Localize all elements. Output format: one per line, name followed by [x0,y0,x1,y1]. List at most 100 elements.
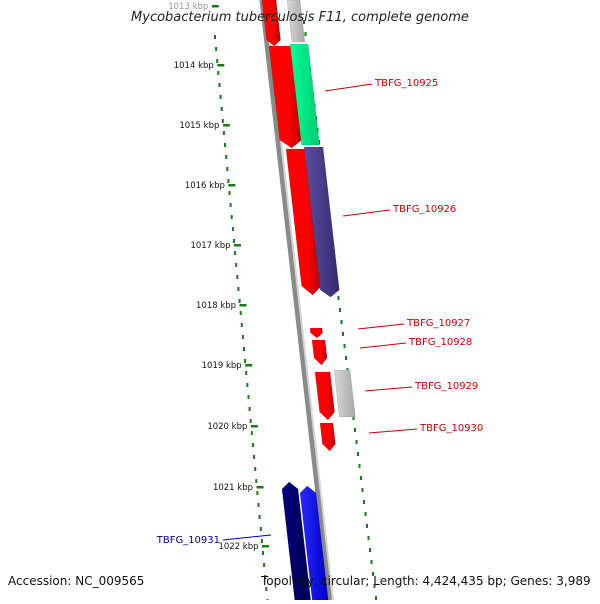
ruler-tick [228,184,236,187]
ruler-dot [247,395,250,399]
ruler-dot [250,431,253,435]
outer-ring-dot [342,332,344,336]
ruler-dot [217,71,220,75]
ruler-dot [230,215,233,219]
ruler-dot [222,131,225,135]
map-title: Mycobacterium tuberculosis F11, complete… [131,10,469,25]
ruler-tick-label: 1021 kbp [213,483,253,493]
outer-ring-dot [366,524,368,528]
gene-arrow-red [309,327,323,339]
ruler-dot [227,179,230,183]
outer-ring-dot [367,536,370,540]
outer-ring-dot [373,584,376,588]
outer-ring-dot [345,356,347,360]
gene-label-leader [368,428,418,434]
ruler-dot [264,575,267,579]
ruler-dot [239,311,242,315]
outer-ring-dot [354,428,356,432]
gene-label: TBFG_10926 [392,204,456,215]
accession-text: Accession: NC_009565 [8,574,145,588]
ruler-dot [220,107,223,111]
ruler-tick [245,364,253,367]
ruler-dot [236,275,239,279]
ruler-tick-label: 1013 kbp [168,2,208,12]
ruler-dot [265,587,268,591]
outer-ring-dot [372,572,374,576]
gene-label-leader [342,209,391,217]
ruler-tick [234,244,241,247]
ruler-tick-label: 1015 kbp [179,121,219,131]
ruler-tick-label: 1020 kbp [207,422,247,432]
outer-ring-dot [363,500,365,504]
ruler-tick-label: 1017 kbp [190,241,230,251]
outer-ring-dot [370,560,373,564]
gene-labels: TBFG_10925 TBFG_10926 TBFG_10927 TBFG_10928… [156,78,484,546]
ruler-dot [243,347,245,351]
gene-arrow-red [311,339,328,366]
outer-ring-dot [339,308,341,312]
ruler-dot [219,95,222,99]
ruler-dot [260,539,263,543]
ruler-dot [259,527,262,531]
gene-label: TBFG_10927 [406,318,470,329]
gene-arrow-purple [303,146,340,298]
ruler-tick-label: 1019 kbp [202,361,242,371]
ruler-dot [251,443,254,447]
ruler-tick-label: 1016 kbp [185,181,225,191]
ruler-dot [248,407,251,411]
ruler-dot [214,35,216,39]
ruler-dot [258,515,261,519]
ruler-dot [228,191,231,195]
outer-ring-dot [369,548,371,552]
ruler-dot [257,503,260,507]
gene-label: TBFG_10930 [419,423,483,434]
topology-text: Topology: circular; Length: 4,424,435 bp… [261,574,591,588]
ruler-dot [215,47,218,51]
gene-label-leader [357,323,405,330]
outer-ring-dot [340,320,343,324]
ruler-dot [255,479,258,483]
ruler-dot [235,263,238,267]
outer-ring-dot [304,32,307,36]
gene-block-gray [333,369,356,418]
ruler-tick-label: 1022 kbp [218,542,258,552]
ruler-tick [262,545,269,548]
ruler-dot [237,287,240,291]
ruler-dot [234,251,237,255]
ruler-tick [239,304,247,307]
ruler-dot [231,227,234,231]
ruler-dot [256,491,259,495]
ruler-dot [244,359,247,363]
outer-ring-dot [355,440,358,444]
gene-block-green [289,43,320,146]
ruler-dot [221,119,224,123]
ruler-dot [246,383,249,387]
gene-label: TBFG_10929 [414,381,478,392]
outer-ring-dot [303,20,305,24]
gene-arrow-red [314,371,335,421]
gene-label: TBFG_10928 [408,337,472,348]
ruler-dot [229,203,232,207]
ruler-dot [241,335,244,339]
ruler-dot [225,155,228,159]
ruler-tick [217,64,225,67]
outer-ring-dot [364,512,367,516]
outer-ring-dot [343,344,346,348]
outer-ring-dot [361,488,364,492]
ruler-dot [240,323,243,327]
ruler-dot [245,371,248,375]
gene-label-leader [359,342,407,349]
ruler-dot [253,455,256,459]
outer-ring-dot [337,296,340,300]
outer-ring-dot [360,476,362,480]
ruler-dot [262,551,264,555]
outer-ring-dot [375,596,377,600]
gene-label: TBFG_10925 [374,78,438,89]
ruler-dot [218,83,221,87]
ruler-tick [250,425,258,428]
ruler-dot [263,563,266,567]
ruler-tick-label: 1018 kbp [196,301,236,311]
gene-arrow-red [319,422,336,452]
ruler-dot [226,167,229,171]
